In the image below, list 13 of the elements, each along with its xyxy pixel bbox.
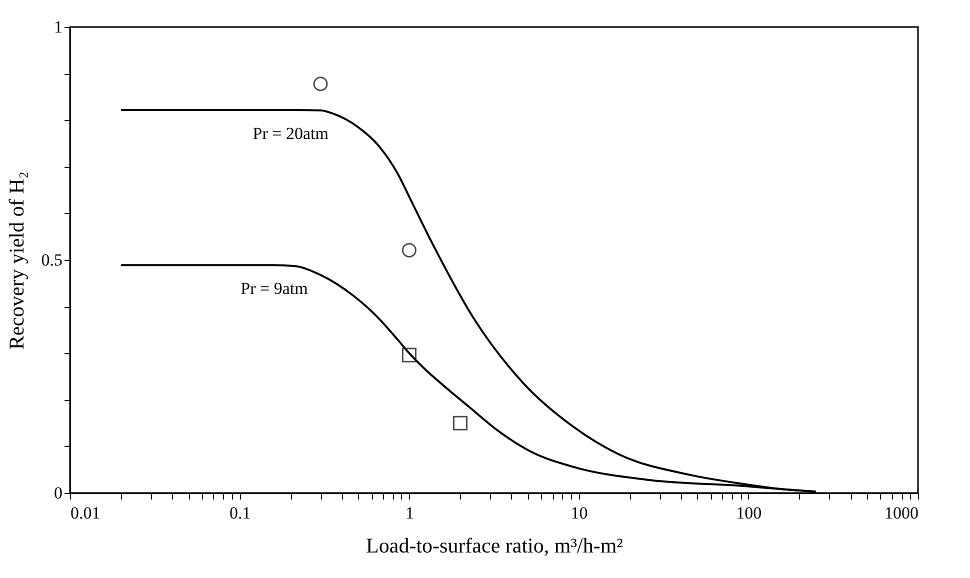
- y-tick-label: 0.5: [41, 250, 62, 270]
- x-tick-label: 10: [570, 504, 588, 522]
- x-tick-label: 1: [405, 504, 414, 522]
- y-tick-label: 1: [54, 18, 62, 36]
- x-axis-title: Load-to-surface ratio, m³/h-m²: [366, 534, 623, 558]
- y-tick-label: 0: [54, 484, 62, 502]
- series-label: Pr = 20atm: [252, 124, 329, 143]
- x-tick-label: 0.1: [229, 504, 251, 522]
- x-tick-label: 0.01: [70, 504, 100, 522]
- x-tick-label: 1000: [884, 504, 918, 522]
- y-axis-title: Recovery yield of H₂: [4, 171, 28, 350]
- series-label: Pr = 9atm: [240, 279, 308, 298]
- x-tick-label: 100: [736, 504, 762, 522]
